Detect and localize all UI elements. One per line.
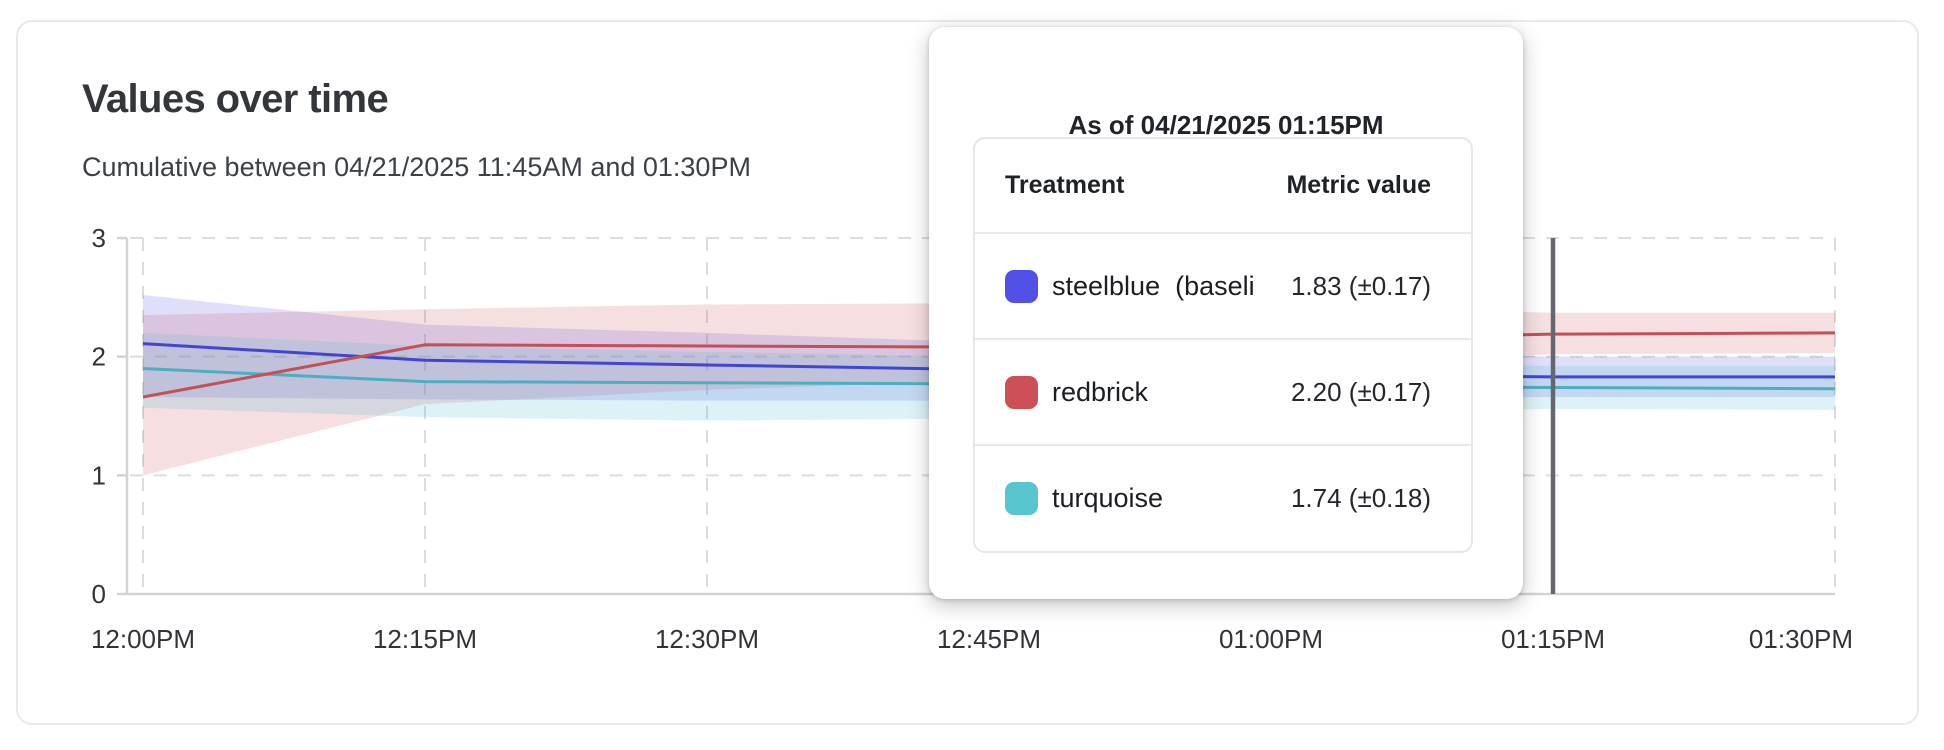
treatment-label: redbrick: [1052, 376, 1149, 407]
legend-swatch-turquoise: [1005, 481, 1038, 515]
metric-value: 2.20 (±0.17): [1290, 376, 1431, 407]
tooltip-title: As of 04/21/2025 01:15PM: [1068, 110, 1384, 140]
tooltip-table-header: Treatment Metric value: [975, 139, 1471, 232]
x-axis-label: 12:45PM: [937, 624, 1041, 654]
x-axis-label: 12:00PM: [91, 624, 195, 654]
legend-swatch-redbrick: [1005, 375, 1038, 409]
table-row-turquoise: turquoise 1.74 (±0.18): [975, 444, 1471, 550]
y-axis-label: 2: [92, 342, 106, 372]
table-row-redbrick: redbrick 2.20 (±0.17): [975, 338, 1471, 444]
x-axis-label: 01:15PM: [1501, 624, 1605, 654]
table-row-steelblue: steelblue (baseli 1.83 (±0.17): [975, 232, 1471, 338]
x-axis-label: 01:00PM: [1219, 624, 1323, 654]
y-axis-label: 0: [92, 579, 106, 609]
y-axis-label: 3: [92, 223, 106, 253]
tooltip-legend-table: Treatment Metric value steelblue (baseli…: [973, 137, 1473, 553]
x-axis-label: 12:30PM: [655, 624, 759, 654]
metric-value: 1.83 (±0.17): [1290, 270, 1431, 301]
x-axis-label: 01:30PM: [1749, 624, 1853, 654]
metric-value: 1.74 (±0.18): [1290, 482, 1431, 513]
treatment-label: steelblue (baseli: [1052, 270, 1255, 301]
column-header-treatment: Treatment: [1005, 171, 1125, 199]
x-axis-label: 12:15PM: [373, 624, 477, 654]
page-title: Values over time: [82, 77, 389, 121]
chart-subtitle: Cumulative between 04/21/2025 11:45AM an…: [82, 152, 751, 182]
chart-hover-tooltip: As of 04/21/2025 01:15PM Treatment Metri…: [929, 27, 1523, 599]
legend-swatch-steelblue: [1005, 269, 1038, 303]
y-axis-label: 1: [92, 460, 106, 490]
treatment-label: turquoise: [1052, 482, 1164, 513]
column-header-metric-value: Metric value: [1286, 171, 1431, 199]
